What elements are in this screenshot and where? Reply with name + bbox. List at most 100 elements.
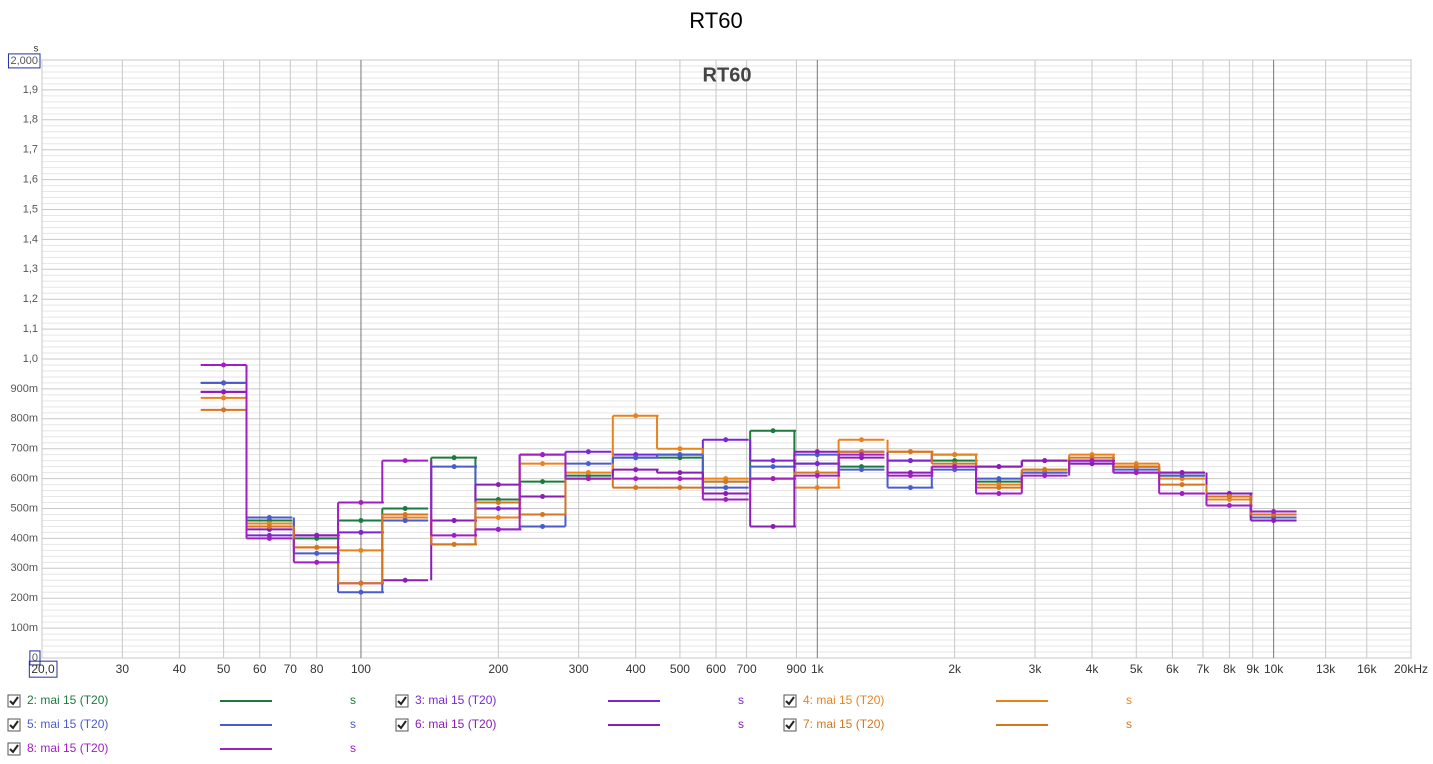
band-point	[814, 461, 820, 467]
x-tick-label: 40	[173, 662, 187, 676]
band-point	[907, 458, 913, 464]
x-tick-label: 30	[116, 662, 130, 676]
y-tick-label: 400m	[10, 532, 38, 544]
band-point	[952, 464, 958, 470]
y-tick-label: 700m	[10, 443, 38, 455]
legend-label: 4: mai 15 (T20)	[803, 693, 884, 707]
band-point	[266, 514, 272, 520]
band-point	[314, 550, 320, 556]
x-tick-label: 100	[351, 662, 371, 676]
x-tick-label: 5k	[1130, 662, 1144, 676]
band-point	[1179, 491, 1185, 497]
band-point	[770, 523, 776, 529]
chart-title: RT60	[689, 8, 742, 33]
y-tick-label: 800m	[10, 413, 38, 425]
band-point	[540, 511, 546, 517]
y-tick-label: 600m	[10, 473, 38, 485]
band-point	[633, 485, 639, 491]
x-tick-label: 300	[569, 662, 589, 676]
band-point	[1271, 508, 1277, 514]
band-point	[907, 485, 913, 491]
legend-unit: s	[1126, 693, 1132, 707]
band-point	[402, 517, 408, 523]
band-point	[723, 479, 729, 485]
band-point	[495, 506, 501, 511]
band-point	[221, 362, 227, 368]
legend-unit: s	[738, 693, 744, 707]
band-point	[677, 470, 683, 476]
legend-label: 5: mai 15 (T20)	[27, 717, 108, 731]
x-tick-label: 60	[253, 662, 267, 676]
x-tick-label: 9k	[1246, 662, 1260, 676]
band-point	[585, 476, 591, 482]
band-point	[495, 514, 501, 520]
band-point	[451, 532, 457, 538]
band-point	[1042, 473, 1048, 479]
x-tick-label: 8k	[1223, 662, 1237, 676]
x-tick-label: 4k	[1086, 662, 1100, 676]
band-point	[996, 485, 1002, 491]
y-tick-label: 1,7	[23, 144, 38, 156]
band-point	[495, 500, 501, 506]
x-tick-label: 2k	[948, 662, 962, 676]
band-point	[358, 589, 364, 595]
y-tick-label: 0	[32, 652, 38, 664]
legend-label: 6: mai 15 (T20)	[415, 717, 496, 731]
legend-check	[397, 696, 407, 706]
band-point	[221, 389, 227, 395]
y-tick-label: 1,0	[23, 353, 38, 365]
series-group	[200, 362, 1297, 595]
legend-unit: s	[1126, 717, 1132, 731]
band-point	[1226, 503, 1232, 509]
band-point	[1271, 517, 1277, 523]
band-point	[585, 470, 591, 476]
legend-unit: s	[350, 741, 356, 755]
band-point	[633, 467, 639, 473]
y-unit: s	[34, 44, 39, 55]
legend-unit: s	[738, 717, 744, 731]
y-tick-label: 1,4	[23, 233, 38, 245]
y-tick-label: 1,9	[23, 84, 38, 96]
band-point	[814, 485, 820, 491]
legend: 2: mai 15 (T20) s 3: mai 15 (T20) s 4: mai 1…	[7, 693, 1132, 756]
x-tick-label: 70	[284, 662, 298, 676]
series	[200, 362, 1297, 565]
x-tick-label: 900	[786, 662, 806, 676]
band-point	[677, 485, 683, 491]
legend-label: 8: mai 15 (T20)	[27, 741, 108, 755]
band-point	[723, 497, 729, 503]
inner-title: RT60	[703, 64, 752, 86]
band-point	[814, 473, 820, 479]
band-point	[358, 517, 364, 523]
band-point	[723, 491, 729, 497]
band-point	[266, 523, 272, 529]
band-point	[402, 506, 408, 511]
band-point	[1179, 470, 1185, 476]
band-point	[723, 437, 729, 443]
x-tick-label: 10k	[1264, 662, 1284, 676]
legend-unit: s	[350, 717, 356, 731]
band-point	[451, 517, 457, 523]
x-tick-label: 80	[310, 662, 324, 676]
y-tick-label: 200m	[10, 592, 38, 604]
band-point	[314, 544, 320, 550]
legend-check	[9, 720, 19, 730]
x-tick-label: 20kHz	[1394, 662, 1428, 676]
band-point	[585, 461, 591, 467]
x-tick-label: 200	[488, 662, 508, 676]
band-point	[1226, 494, 1232, 500]
y-tick-label: 1,1	[23, 323, 38, 335]
band-point	[996, 464, 1002, 470]
band-point	[540, 523, 546, 529]
band-point	[495, 482, 501, 488]
band-point	[1133, 464, 1139, 470]
band-point	[221, 380, 227, 386]
band-point	[358, 500, 364, 506]
band-point	[952, 452, 958, 458]
x-tick-label: 1k	[811, 662, 825, 676]
band-point	[451, 541, 457, 547]
band-point	[677, 446, 683, 452]
y-tick-label: 2,000	[10, 55, 38, 67]
legend-unit: s	[350, 693, 356, 707]
